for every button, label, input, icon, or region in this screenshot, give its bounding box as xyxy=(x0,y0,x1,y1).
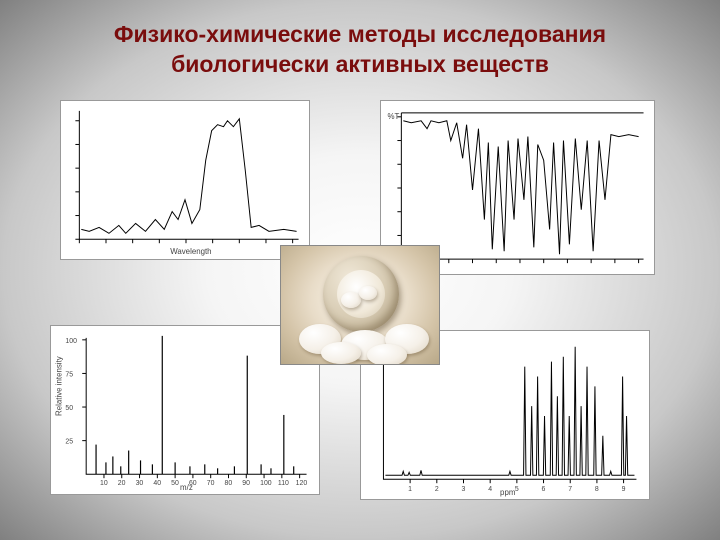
ir-ylabel: %T xyxy=(388,112,400,121)
svg-text:110: 110 xyxy=(278,480,289,487)
svg-text:50: 50 xyxy=(171,480,179,487)
svg-text:80: 80 xyxy=(225,480,233,487)
svg-text:4: 4 xyxy=(488,486,492,493)
svg-text:100: 100 xyxy=(260,480,272,487)
ms-ylabel: Relative intensity xyxy=(54,356,63,416)
nmr-xlabel: ppm xyxy=(500,488,516,497)
slide-title: Физико-химические методы исследования би… xyxy=(0,0,720,90)
svg-text:6: 6 xyxy=(542,486,546,493)
title-line1: Физико-химические методы исследования xyxy=(114,21,606,47)
svg-text:50: 50 xyxy=(65,405,73,412)
svg-text:30: 30 xyxy=(136,480,144,487)
pills-image xyxy=(280,245,440,365)
uv-spectrum-svg: Wavelength xyxy=(61,101,309,259)
svg-text:3: 3 xyxy=(462,486,466,493)
svg-text:25: 25 xyxy=(65,438,73,445)
ms-spectrum-svg: 255075100 102030405060708090100110120 m/… xyxy=(51,326,319,494)
svg-text:1: 1 xyxy=(408,486,412,493)
uv-xlabel: Wavelength xyxy=(170,247,211,256)
svg-text:20: 20 xyxy=(118,480,126,487)
ms-xlabel: m/z xyxy=(180,483,193,492)
svg-text:100: 100 xyxy=(65,338,77,345)
svg-text:10: 10 xyxy=(100,480,108,487)
svg-text:8: 8 xyxy=(595,486,599,493)
svg-text:5: 5 xyxy=(515,486,519,493)
svg-text:75: 75 xyxy=(65,371,73,378)
title-line2: биологически активных веществ xyxy=(171,51,549,77)
slide-body: Wavelength %T 255075100 1020304050607080… xyxy=(0,90,720,540)
svg-text:40: 40 xyxy=(153,480,161,487)
svg-text:120: 120 xyxy=(296,480,308,487)
svg-text:70: 70 xyxy=(207,480,215,487)
svg-text:9: 9 xyxy=(622,486,626,493)
svg-text:90: 90 xyxy=(242,480,250,487)
svg-text:7: 7 xyxy=(568,486,572,493)
uv-spectrum-panel: Wavelength xyxy=(60,100,310,260)
svg-text:2: 2 xyxy=(435,486,439,493)
